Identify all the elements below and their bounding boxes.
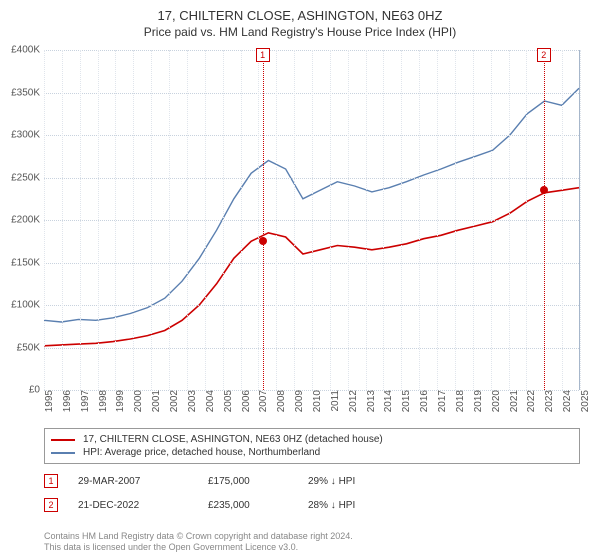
x-axis-label: 2005	[219, 390, 234, 412]
x-gridline	[455, 50, 456, 390]
sale-row-badge: 2	[44, 498, 58, 512]
sale-row-delta: 29% ↓ HPI	[308, 476, 408, 487]
x-axis-label: 2007	[254, 390, 269, 412]
sale-marker-badge: 2	[537, 48, 551, 62]
x-gridline	[491, 50, 492, 390]
x-axis-label: 2012	[344, 390, 359, 412]
sale-row-badge: 1	[44, 474, 58, 488]
y-axis-label: £350K	[11, 87, 44, 98]
x-gridline	[419, 50, 420, 390]
x-axis-label: 2016	[415, 390, 430, 412]
x-axis-label: 2001	[147, 390, 162, 412]
x-axis-label: 2017	[433, 390, 448, 412]
sale-row-price: £235,000	[208, 500, 308, 511]
sale-row: 1 29-MAR-2007£175,00029% ↓ HPI	[44, 474, 580, 488]
x-axis-label: 2021	[505, 390, 520, 412]
x-axis-label: 1999	[111, 390, 126, 412]
x-gridline	[473, 50, 474, 390]
chart-subtitle: Price paid vs. HM Land Registry's House …	[0, 25, 600, 39]
x-axis-label: 2000	[129, 390, 144, 412]
x-gridline	[241, 50, 242, 390]
x-gridline	[383, 50, 384, 390]
x-gridline	[98, 50, 99, 390]
x-gridline	[80, 50, 81, 390]
x-axis-label: 1998	[94, 390, 109, 412]
chart-title: 17, CHILTERN CLOSE, ASHINGTON, NE63 0HZ	[0, 8, 600, 23]
x-axis-label: 2004	[201, 390, 216, 412]
x-gridline	[205, 50, 206, 390]
x-axis-label: 2020	[487, 390, 502, 412]
sale-point-dot	[540, 186, 548, 194]
x-axis-label: 2008	[272, 390, 287, 412]
x-axis-label: 1996	[58, 390, 73, 412]
x-axis-label: 2023	[540, 390, 555, 412]
footer-line: Contains HM Land Registry data © Crown c…	[44, 531, 353, 543]
x-axis-label: 2014	[379, 390, 394, 412]
x-gridline	[258, 50, 259, 390]
y-axis-label: £50K	[17, 342, 44, 353]
x-gridline	[294, 50, 295, 390]
sale-row-date: 21-DEC-2022	[78, 500, 208, 511]
y-axis-label: £200K	[11, 215, 44, 226]
sale-row: 2 21-DEC-2022£235,00028% ↓ HPI	[44, 498, 580, 512]
x-axis-label: 2010	[308, 390, 323, 412]
x-axis-label: 2018	[451, 390, 466, 412]
y-axis-label: £250K	[11, 172, 44, 183]
x-gridline	[366, 50, 367, 390]
sale-row-delta: 28% ↓ HPI	[308, 500, 408, 511]
x-axis-label: 2006	[237, 390, 252, 412]
x-axis-label: 2013	[362, 390, 377, 412]
x-axis-label: 2011	[326, 390, 341, 412]
legend-swatch	[51, 452, 75, 454]
x-gridline	[187, 50, 188, 390]
legend-item: 17, CHILTERN CLOSE, ASHINGTON, NE63 0HZ …	[51, 433, 573, 446]
x-axis-label: 2009	[290, 390, 305, 412]
x-gridline	[509, 50, 510, 390]
y-axis-label: £100K	[11, 300, 44, 311]
y-axis-label: £400K	[11, 45, 44, 56]
legend-label: 17, CHILTERN CLOSE, ASHINGTON, NE63 0HZ …	[83, 434, 383, 445]
x-axis-label: 2002	[165, 390, 180, 412]
legend-item: HPI: Average price, detached house, Nort…	[51, 446, 573, 459]
legend-label: HPI: Average price, detached house, Nort…	[83, 447, 320, 458]
sale-marker-line	[544, 50, 545, 390]
legend-swatch	[51, 439, 75, 441]
x-gridline	[562, 50, 563, 390]
x-gridline	[133, 50, 134, 390]
x-axis-label: 2015	[397, 390, 412, 412]
x-gridline	[312, 50, 313, 390]
y-axis-label: £150K	[11, 257, 44, 268]
x-axis-label: 1997	[76, 390, 91, 412]
footer-attribution: Contains HM Land Registry data © Crown c…	[44, 531, 353, 554]
footer-line: This data is licensed under the Open Gov…	[44, 542, 353, 554]
chart-area: £0£50K£100K£150K£200K£250K£300K£350K£400…	[44, 50, 580, 390]
x-gridline	[330, 50, 331, 390]
x-axis-label: 1995	[40, 390, 55, 412]
x-gridline	[348, 50, 349, 390]
x-axis-label: 2019	[469, 390, 484, 412]
sale-row-price: £175,000	[208, 476, 308, 487]
x-gridline	[580, 50, 581, 390]
y-axis-label: £300K	[11, 130, 44, 141]
x-gridline	[151, 50, 152, 390]
x-axis-label: 2022	[522, 390, 537, 412]
legend: 17, CHILTERN CLOSE, ASHINGTON, NE63 0HZ …	[44, 428, 580, 464]
x-gridline	[276, 50, 277, 390]
x-gridline	[526, 50, 527, 390]
sale-marker-badge: 1	[256, 48, 270, 62]
x-axis-label: 2003	[183, 390, 198, 412]
x-gridline	[115, 50, 116, 390]
x-gridline	[62, 50, 63, 390]
sale-row-date: 29-MAR-2007	[78, 476, 208, 487]
sale-marker-line	[263, 50, 264, 390]
x-gridline	[44, 50, 45, 390]
x-gridline	[169, 50, 170, 390]
x-gridline	[401, 50, 402, 390]
x-gridline	[437, 50, 438, 390]
sale-point-dot	[259, 237, 267, 245]
x-axis-label: 2024	[558, 390, 573, 412]
x-axis-label: 2025	[576, 390, 591, 412]
x-gridline	[223, 50, 224, 390]
